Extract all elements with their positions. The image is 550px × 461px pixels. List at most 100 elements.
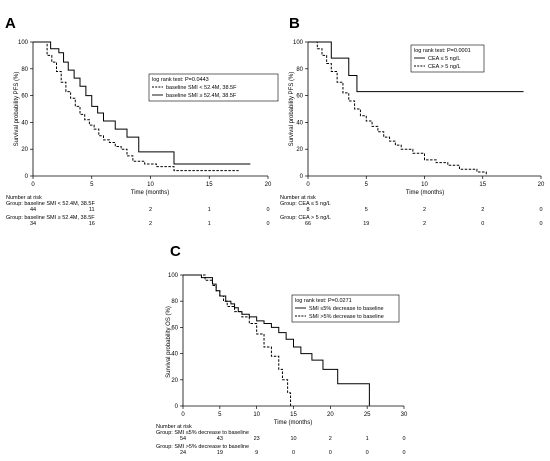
x-tick-label: 10 <box>421 182 428 188</box>
risk-count: 19 <box>363 221 369 227</box>
risk-count: 11 <box>89 207 95 213</box>
risk-count: 8 <box>306 207 309 213</box>
y-tick-label: 60 <box>21 94 28 100</box>
y-tick-label: 20 <box>21 147 28 153</box>
x-tick-label: 0 <box>181 412 185 418</box>
risk-count: 24 <box>180 450 186 456</box>
risk-count: 2 <box>481 207 484 213</box>
risk-table-header: Number at risk <box>280 195 316 201</box>
series-line-1 <box>183 274 370 406</box>
x-tick-label: 15 <box>290 412 297 418</box>
risk-count: 0 <box>402 450 405 456</box>
series-line-1 <box>308 41 524 93</box>
risk-count: 2 <box>423 221 426 227</box>
series-line-1 <box>33 41 239 172</box>
risk-count: 16 <box>89 221 95 227</box>
risk-count: 66 <box>305 221 311 227</box>
y-tick-label: 0 <box>175 404 179 410</box>
risk-count: 5 <box>365 207 368 213</box>
legend-entry: CEA ≤ 5 ng/L <box>428 56 460 62</box>
risk-table-header: Number at risk <box>156 424 192 430</box>
y-tick-label: 40 <box>21 120 28 126</box>
risk-count: 10 <box>290 436 296 442</box>
series-line-2 <box>308 41 487 176</box>
risk-count: 1 <box>366 436 369 442</box>
y-tick-label: 40 <box>296 120 303 126</box>
risk-count: 43 <box>217 436 223 442</box>
risk-count: 9 <box>255 450 258 456</box>
y-tick-label: 80 <box>296 67 303 73</box>
legend-entry: SMI >5% decrease to baseline <box>309 314 384 320</box>
x-axis-label: Time (months) <box>131 190 169 196</box>
x-tick-label: 5 <box>218 412 222 418</box>
legend-title: log rank test: P=0.0271 <box>295 298 352 304</box>
x-tick-label: 15 <box>206 182 213 188</box>
risk-count: 0 <box>366 450 369 456</box>
risk-group-label: Group: CEA > 5 ng/L <box>280 215 331 221</box>
y-tick-label: 60 <box>296 94 303 100</box>
risk-group-label: Group: baseline SMI ≥ 52.4M, 38.5F <box>6 215 95 221</box>
series-line-2 <box>33 41 251 165</box>
x-tick-label: 5 <box>90 182 94 188</box>
y-axis-label: Survival probability OS (%) <box>166 306 172 378</box>
panel-label: A <box>5 15 16 32</box>
x-tick-label: 20 <box>538 182 545 188</box>
legend-entry: SMI ≤5% decrease to baseline <box>309 306 384 312</box>
legend-box <box>410 44 485 73</box>
x-tick-label: 25 <box>364 412 371 418</box>
risk-count: 0 <box>539 221 542 227</box>
y-axis-label: Survival probability PFS (%) <box>14 72 20 147</box>
risk-count: 0 <box>402 436 405 442</box>
legend-title: log rank test: P=0.0443 <box>152 77 209 83</box>
risk-count: 34 <box>30 221 36 227</box>
risk-count: 2 <box>149 221 152 227</box>
risk-group-label: Group: SMI >5% decrease to baseline <box>156 444 249 450</box>
y-tick-label: 0 <box>25 174 29 180</box>
x-tick-label: 10 <box>147 182 154 188</box>
y-tick-label: 80 <box>171 299 178 305</box>
y-tick-label: 20 <box>296 147 303 153</box>
risk-count: 0 <box>266 207 269 213</box>
y-tick-label: 60 <box>171 325 178 331</box>
legend-box <box>291 294 400 323</box>
y-tick-label: 100 <box>168 273 179 279</box>
risk-count: 2 <box>329 436 332 442</box>
legend-entry: CEA > 5 ng/L <box>428 64 461 70</box>
risk-count: 1 <box>208 221 211 227</box>
legend-box <box>148 73 279 102</box>
risk-count: 2 <box>423 207 426 213</box>
y-axis-label: Survival probability PFS (%) <box>289 72 295 147</box>
risk-table-header: Number at risk <box>6 195 42 201</box>
risk-group-label: Group: SMI ≤5% decrease to baseline <box>156 430 249 436</box>
x-tick-label: 20 <box>265 182 272 188</box>
risk-count: 0 <box>266 221 269 227</box>
x-axis-label: Time (months) <box>274 420 312 426</box>
x-tick-label: 10 <box>253 412 260 418</box>
x-axis-label: Time (months) <box>406 190 444 196</box>
panel-label: C <box>170 243 181 260</box>
series-line-2 <box>183 274 292 406</box>
legend-title: log rank test: P=0.0001 <box>414 48 471 54</box>
risk-count: 19 <box>217 450 223 456</box>
panel-label: B <box>289 15 300 32</box>
legend-entry: baseline SMI < 52.4M, 38.5F <box>166 85 237 91</box>
y-tick-label: 20 <box>171 378 178 384</box>
risk-count: 0 <box>481 221 484 227</box>
y-tick-label: 40 <box>171 352 178 358</box>
x-tick-label: 15 <box>479 182 486 188</box>
risk-count: 23 <box>254 436 260 442</box>
risk-count: 44 <box>30 207 36 213</box>
risk-group-label: Group: baseline SMI < 52.4M, 38.5F <box>6 201 95 207</box>
risk-count: 1 <box>208 207 211 213</box>
y-tick-label: 80 <box>21 67 28 73</box>
x-tick-label: 20 <box>327 412 334 418</box>
legend-entry: baseline SMI ≥ 52.4M, 38.5F <box>166 93 237 99</box>
x-tick-label: 0 <box>306 182 310 188</box>
risk-group-label: Group: CEA ≤ 5 ng/L <box>280 201 331 207</box>
risk-count: 0 <box>292 450 295 456</box>
y-tick-label: 0 <box>300 174 304 180</box>
